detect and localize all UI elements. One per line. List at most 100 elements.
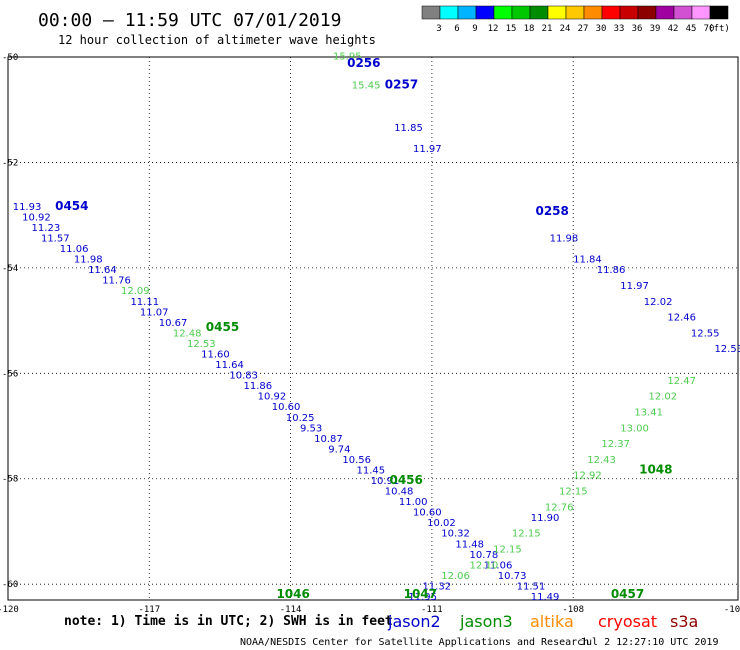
- swh-value-label: 12.55: [691, 328, 720, 339]
- colorbar-label: 27: [578, 24, 589, 34]
- colorbar-label: 70: [704, 24, 715, 34]
- colorbar-label: 30: [596, 24, 607, 34]
- colorbar-swatch: [673, 5, 693, 20]
- swh-value-label: 12.53: [714, 344, 740, 355]
- swh-value-label: 12.10: [470, 560, 499, 571]
- swh-value-label: 12.92: [573, 471, 602, 482]
- swh-value-label: 11.57: [41, 234, 70, 245]
- jason3-track-0455: 0455: [206, 320, 239, 334]
- colorbar-swatch: [421, 5, 441, 20]
- swh-value-label: 9.74: [328, 444, 350, 455]
- track-time-label: 0257: [385, 78, 418, 92]
- footer-note: note: 1) Time is in UTC; 2) SWH is in fe…: [64, 614, 393, 629]
- swh-value-label: 10.92: [22, 212, 51, 223]
- swh-value-label: 11.98: [74, 255, 103, 266]
- map-border: [7, 56, 739, 601]
- swh-value-label: 11.00: [399, 497, 428, 508]
- colorbar-swatch: [709, 5, 729, 20]
- swh-value-label: 11.49: [531, 592, 560, 603]
- lon-tick-label: -108: [562, 605, 584, 615]
- track-time-label: 0455: [206, 320, 239, 334]
- colorbar-swatch: [547, 5, 567, 20]
- map-subtitle: 12 hour collection of altimeter wave hei…: [58, 33, 376, 47]
- swh-value-label: 11.85: [394, 123, 423, 134]
- colorbar-swatch: [493, 5, 513, 20]
- track-time-label: 0456: [389, 473, 422, 487]
- map-grid: [8, 57, 738, 600]
- swh-value-label: 10.91: [371, 476, 400, 487]
- legend-jason2: jason2: [387, 612, 441, 631]
- swh-value-label: 12.76: [545, 502, 574, 513]
- swh-value-label: 10.83: [229, 371, 258, 382]
- swh-value-label: 12.46: [667, 313, 696, 324]
- colorbar-swatch: [655, 5, 675, 20]
- colorbar-label: 3: [436, 24, 441, 34]
- track-time-label: 1047: [404, 587, 437, 601]
- track-time-label: 1048: [639, 462, 672, 476]
- swh-value-label: 10.87: [314, 434, 343, 445]
- jason2-track-0257: 0257: [385, 78, 418, 92]
- satellite-legend: jason2 jason3 altika cryosat s3a: [387, 612, 698, 631]
- swh-value-label: 11.48: [455, 539, 484, 550]
- swh-value-label: 11.07: [140, 307, 169, 318]
- colorbar-swatch: [439, 5, 459, 20]
- swh-value-label: 12.15: [493, 545, 522, 556]
- lat-tick-label: -56: [2, 369, 18, 379]
- colorbar-label: 24: [560, 24, 571, 34]
- swh-value-label: 10.60: [272, 402, 301, 413]
- legend-jason3: jason3: [459, 612, 513, 631]
- swh-value-label: 12.02: [649, 392, 678, 403]
- jason2-track-0258: 0258: [535, 204, 568, 218]
- swh-value-label: 11.86: [597, 265, 626, 276]
- swh-value-label: 12.43: [587, 455, 616, 466]
- swh-value-label: 12.47: [667, 376, 696, 387]
- legend-cryosat: cryosat: [598, 612, 657, 631]
- swh-value-label: 11.06: [60, 244, 89, 255]
- swh-value-label: 12.37: [601, 439, 630, 450]
- colorbar-swatch: [619, 5, 639, 20]
- colorbar-label: (ft): [708, 24, 730, 34]
- colorbar-swatch: [475, 5, 495, 20]
- colorbar-label: 21: [542, 24, 553, 34]
- swh-value-label: 15.45: [352, 81, 381, 92]
- lat-tick-label: -60: [2, 580, 18, 590]
- swh-value-label: 11.95: [408, 592, 437, 603]
- track-time-label: 0457: [611, 587, 644, 601]
- swh-value-label: 10.73: [498, 571, 527, 582]
- lon-tick-label: -120: [0, 605, 19, 615]
- colorbar-swatch: [565, 5, 585, 20]
- colorbar-swatch: [511, 5, 531, 20]
- colorbar-label: 45: [686, 24, 697, 34]
- swh-value-label: 11.93: [13, 202, 42, 213]
- swh-value-label: 12.09: [121, 286, 150, 297]
- colorbar-label: 39: [650, 24, 661, 34]
- swh-value-label: 11.45: [357, 465, 386, 476]
- jason2-track-0454: 11.9310.9211.2311.5711.0611.9811.6411.76…: [13, 199, 560, 603]
- lon-tick-label: -111: [421, 605, 443, 615]
- swh-value-label: 11.97: [620, 281, 649, 292]
- track-time-label: 0258: [535, 204, 568, 218]
- lon-tick-label: -10: [724, 605, 740, 615]
- lat-tick-label: -58: [2, 475, 18, 485]
- jason3-track-0456: 0456: [389, 473, 422, 487]
- colorbar-label: 15: [506, 24, 517, 34]
- axis-ticks: -120 -117 -114 -111 -108 -10 -50 -52 -54 -56 -58 -6…: [0, 53, 740, 615]
- colorbar-label: 6: [454, 24, 459, 34]
- swh-value-label: 9.53: [300, 423, 322, 434]
- swh-value-label: 11.97: [413, 144, 442, 155]
- colorbar-swatch: [457, 5, 477, 20]
- swh-value-label: 10.60: [413, 508, 442, 519]
- colorbar-swatch: [529, 5, 549, 20]
- swh-value-label: 10.67: [159, 318, 188, 329]
- swh-value-label: 12.15: [512, 529, 541, 540]
- colorbar-swatch: [583, 5, 603, 20]
- colorbar-swatch: [601, 5, 621, 20]
- colorbar-label: 42: [668, 24, 679, 34]
- colorbar-label: 33: [614, 24, 625, 34]
- swh-value-label: 11.84: [573, 255, 602, 266]
- color-scale-bar: 3 6 9 12 15 18 21 24 27 30 33 36 39 42 45 70(ft): [421, 5, 730, 34]
- legend-altika: altika: [530, 612, 574, 631]
- footer-credit: NOAA/NESDIS Center for Satellite Applica…: [240, 637, 589, 648]
